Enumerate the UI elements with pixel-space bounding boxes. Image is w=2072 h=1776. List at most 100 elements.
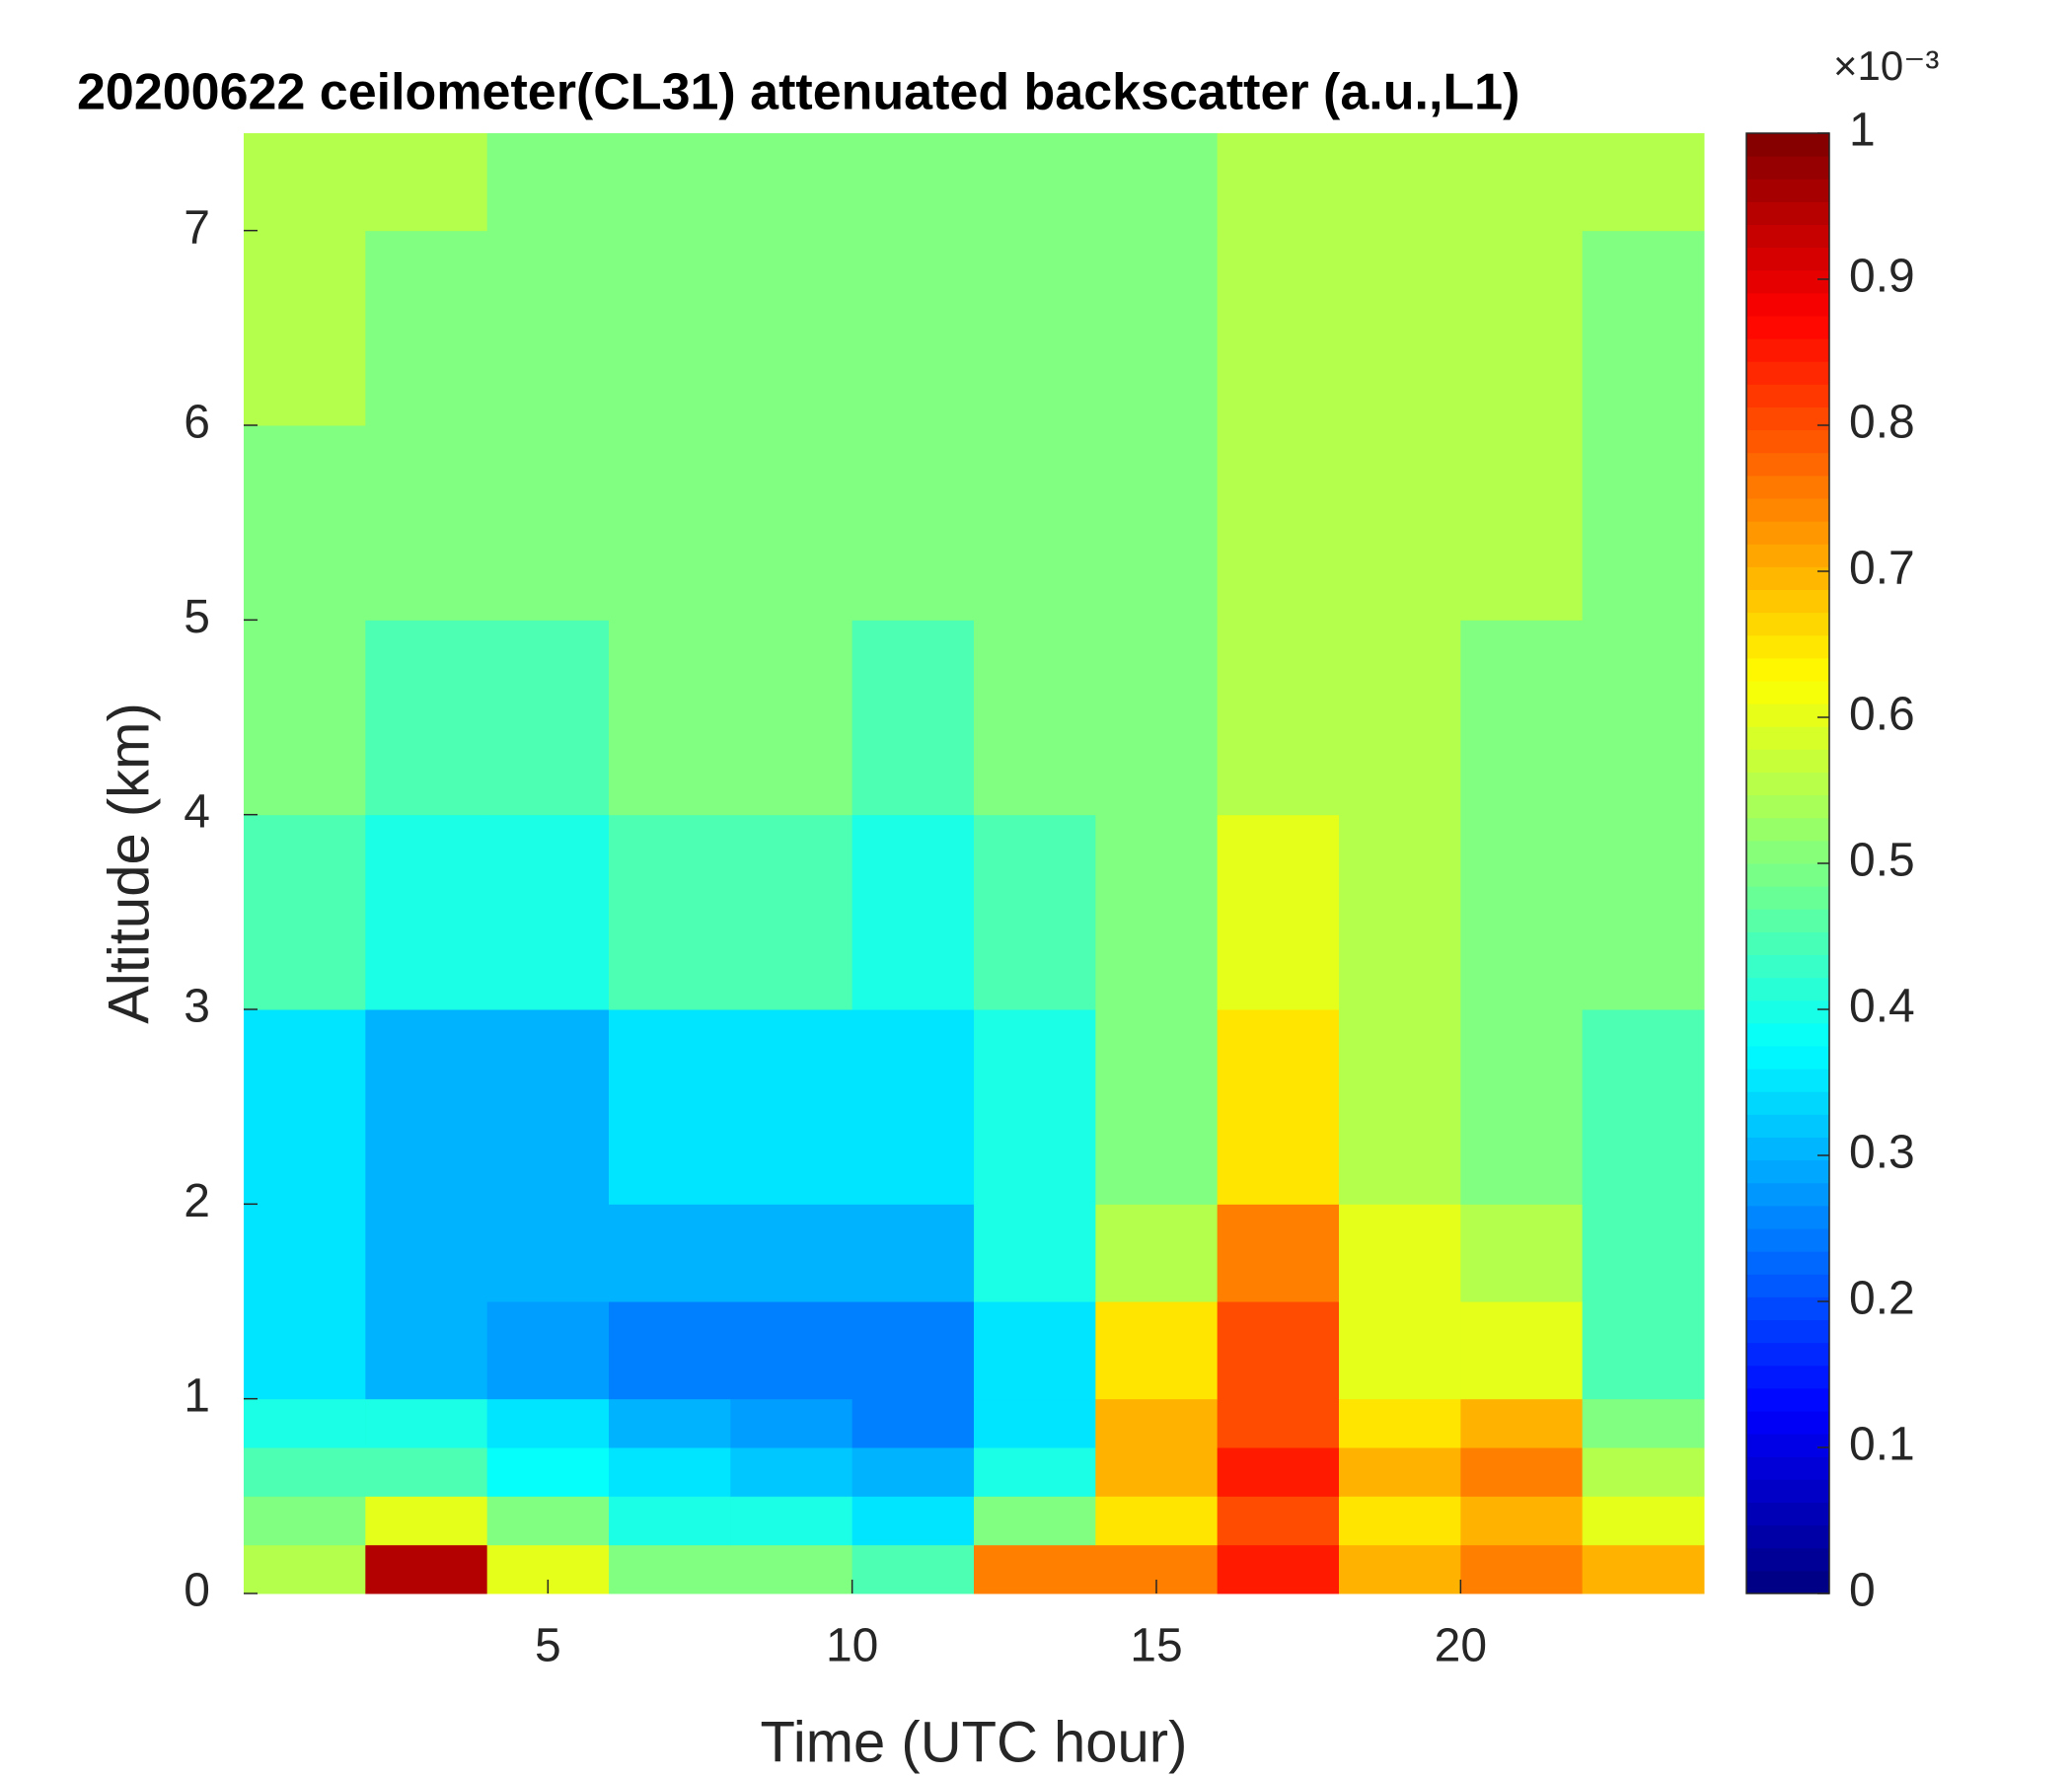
heatmap-cell xyxy=(365,425,488,621)
colorbar-step xyxy=(1746,657,1829,682)
heatmap-cell xyxy=(1460,1544,1584,1594)
colorbar-step xyxy=(1746,1547,1829,1572)
colorbar-exponent: ×10⁻³ xyxy=(1833,42,1939,89)
colorbar-tick-label: 0.7 xyxy=(1849,543,1915,595)
heatmap-cell xyxy=(730,1301,853,1400)
colorbar-step xyxy=(1746,726,1829,750)
heatmap-cell xyxy=(609,133,731,232)
colorbar-step xyxy=(1746,634,1829,659)
colorbar-tick-label: 0.4 xyxy=(1849,981,1915,1033)
heatmap-cell xyxy=(974,1544,1096,1594)
heatmap-cell xyxy=(730,1496,853,1546)
heatmap-cell xyxy=(974,1009,1096,1205)
heatmap-cell xyxy=(1217,1301,1340,1400)
y-tick-label: 3 xyxy=(184,981,210,1033)
chart-title: 20200622 ceilometer(CL31) attenuated bac… xyxy=(77,64,1519,121)
heatmap-cell xyxy=(1339,1447,1461,1497)
heatmap-cell xyxy=(365,1398,488,1448)
heatmap-cell xyxy=(851,133,975,232)
heatmap-cell xyxy=(851,1398,975,1448)
heatmap-cell xyxy=(851,230,975,426)
heatmap-cell xyxy=(1095,620,1219,816)
heatmap-cell xyxy=(244,1496,366,1546)
heatmap-cell xyxy=(1460,133,1584,232)
colorbar-tick-label: 0.6 xyxy=(1849,689,1915,741)
colorbar-step xyxy=(1746,1251,1829,1275)
colorbar-step xyxy=(1746,566,1829,590)
colorbar-step xyxy=(1746,1205,1829,1229)
colorbar-tick-label: 0 xyxy=(1849,1565,1876,1617)
colorbar-step xyxy=(1746,179,1829,202)
x-tick-label: 10 xyxy=(826,1620,878,1672)
colorbar-step xyxy=(1746,1319,1829,1344)
colorbar-step xyxy=(1746,521,1829,545)
heatmap-cell xyxy=(1095,1496,1219,1546)
colorbar-tick-label: 0.1 xyxy=(1849,1419,1915,1471)
heatmap-cell xyxy=(1582,1544,1705,1594)
heatmap-cell xyxy=(1217,1398,1340,1448)
heatmap-cell xyxy=(1582,133,1705,232)
colorbar-step xyxy=(1746,612,1829,636)
heatmap-cell xyxy=(486,1398,610,1448)
heatmap-cell xyxy=(1217,1447,1340,1497)
colorbar-step xyxy=(1746,1069,1829,1092)
colorbar-step xyxy=(1746,794,1829,819)
heatmap-cell xyxy=(609,1009,731,1205)
colorbar-step xyxy=(1746,772,1829,796)
heatmap-cell xyxy=(609,1204,731,1302)
colorbar-tick-label: 1 xyxy=(1849,105,1876,157)
heatmap-cell xyxy=(1217,620,1340,816)
colorbar-step xyxy=(1746,1570,1829,1594)
colorbar-step xyxy=(1746,840,1829,864)
colorbar-step xyxy=(1746,1159,1829,1184)
heatmap-cell xyxy=(365,133,488,232)
colorbar-step xyxy=(1746,1091,1829,1115)
heatmap-cell xyxy=(244,1301,366,1400)
colorbar-step xyxy=(1746,1182,1829,1207)
heatmap-cell xyxy=(1095,1009,1219,1205)
heatmap-cell xyxy=(486,1301,610,1400)
heatmap-cell xyxy=(851,1496,975,1546)
heatmap-cell xyxy=(1339,1009,1461,1205)
heatmap-cell xyxy=(1217,1544,1340,1594)
heatmap-cell xyxy=(1460,1301,1584,1400)
heatmap-cell xyxy=(1460,1204,1584,1302)
colorbar-step xyxy=(1746,1479,1829,1503)
heatmap-cell xyxy=(974,1447,1096,1497)
heatmap-cell xyxy=(1339,230,1461,426)
heatmap-cell xyxy=(1339,620,1461,816)
heatmap-cell xyxy=(244,620,366,816)
colorbar-step xyxy=(1746,886,1829,910)
colorbar-step xyxy=(1746,338,1829,362)
colorbar-step xyxy=(1746,224,1829,249)
colorbar-tick-label: 0.8 xyxy=(1849,397,1915,449)
heatmap-cell xyxy=(244,1009,366,1205)
heatmap-cell xyxy=(974,425,1096,621)
colorbar-step xyxy=(1746,384,1829,407)
colorbar-step xyxy=(1746,269,1829,294)
heatmap-cell xyxy=(486,1496,610,1546)
heatmap-cell xyxy=(244,1544,366,1594)
heatmap-cell xyxy=(1582,1496,1705,1546)
heatmap-cell xyxy=(1582,230,1705,426)
colorbar-step xyxy=(1746,361,1829,385)
colorbar-step xyxy=(1746,407,1829,431)
heatmap-cell xyxy=(365,814,488,1010)
heatmap-cell xyxy=(730,814,853,1010)
heatmap-cell xyxy=(486,814,610,1010)
colorbar-step xyxy=(1746,589,1829,614)
heatmap-cell xyxy=(1217,133,1340,232)
heatmap-cell xyxy=(244,425,366,621)
heatmap-cell xyxy=(851,1204,975,1302)
heatmap xyxy=(244,133,1705,1594)
y-tick-label: 6 xyxy=(184,397,210,449)
heatmap-cell xyxy=(1339,1398,1461,1448)
colorbar-step xyxy=(1746,1296,1829,1320)
colorbar-step xyxy=(1746,1387,1829,1412)
colorbar-step xyxy=(1746,1022,1829,1047)
colorbar-tick-label: 0.9 xyxy=(1849,251,1915,303)
heatmap-cell xyxy=(244,133,366,232)
colorbar-step xyxy=(1746,909,1829,932)
heatmap-cell xyxy=(1339,814,1461,1010)
